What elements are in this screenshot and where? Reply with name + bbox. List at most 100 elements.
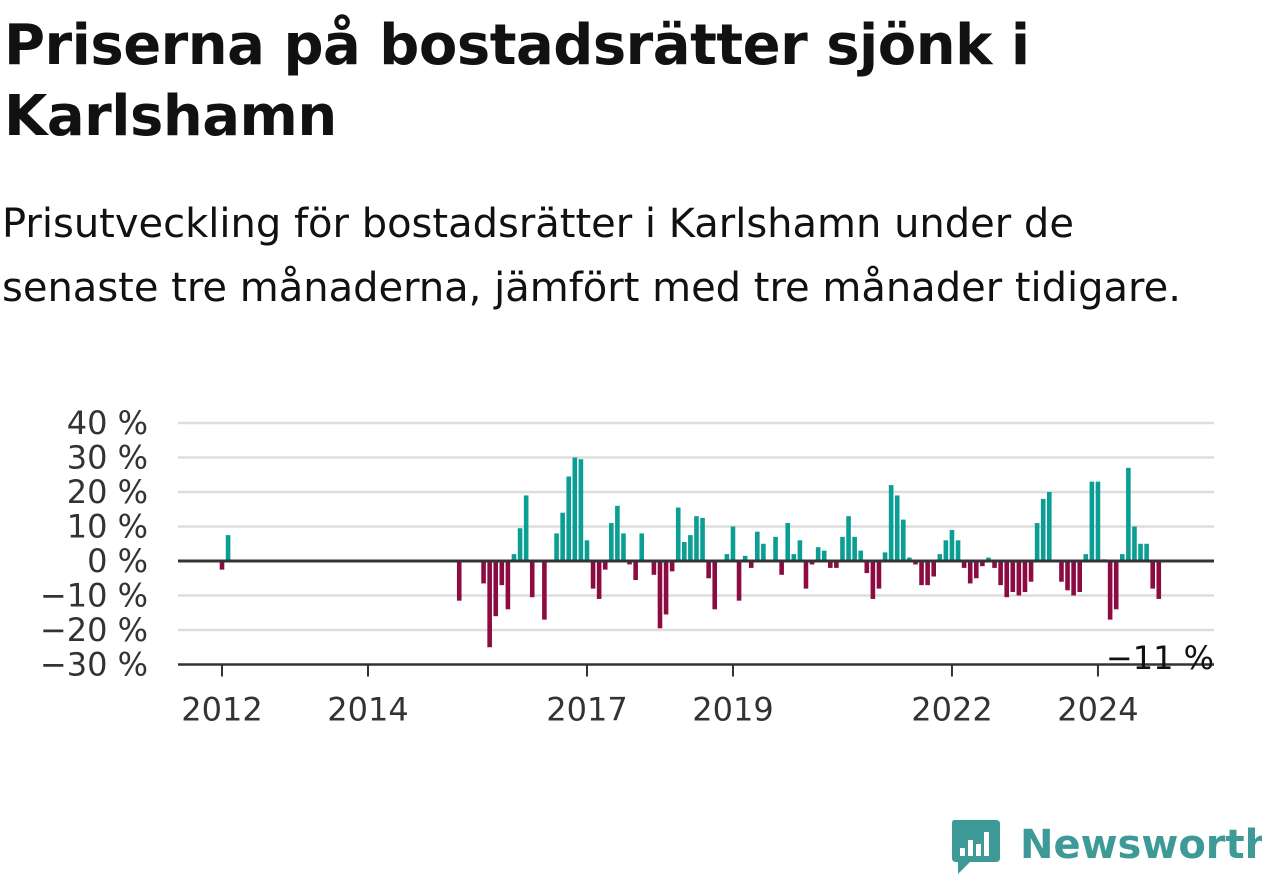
bar (1089, 481, 1095, 561)
bar (852, 536, 857, 561)
bar (505, 561, 511, 610)
bar (1034, 523, 1040, 561)
y-tick-label: 20 % (67, 473, 148, 511)
bar (742, 555, 748, 561)
x-tick-label: 2012 (181, 691, 262, 729)
bar (1119, 554, 1125, 561)
bar (736, 561, 742, 601)
bar (730, 526, 736, 561)
bar (931, 561, 937, 577)
bar (840, 536, 845, 561)
bar (815, 547, 821, 561)
bar (487, 561, 492, 648)
bar (846, 516, 851, 561)
bar (755, 531, 760, 561)
bar (493, 561, 499, 617)
bar (651, 561, 657, 575)
bar (925, 561, 930, 586)
bar (481, 561, 486, 584)
bar (828, 561, 833, 568)
bar (919, 561, 924, 586)
bar (517, 528, 523, 561)
bar (1144, 543, 1149, 561)
bar (499, 561, 505, 586)
bar (724, 554, 730, 561)
x-tick-label: 2017 (546, 691, 627, 729)
bar (578, 459, 584, 561)
bar (937, 554, 943, 561)
bar (973, 561, 979, 579)
bar (797, 540, 803, 561)
bar (894, 495, 900, 561)
bar (943, 540, 949, 561)
bar (669, 561, 675, 572)
bar (1071, 561, 1076, 596)
bar (566, 476, 572, 561)
bar (675, 507, 681, 561)
y-tick-label: 0 % (87, 542, 148, 580)
x-tick-label: 2014 (327, 691, 408, 729)
bar (621, 533, 626, 561)
bar (694, 516, 699, 561)
bar (596, 561, 602, 599)
bar (1132, 526, 1137, 561)
bar (609, 523, 614, 561)
bar (572, 457, 578, 561)
bar (967, 561, 973, 584)
annotations: −11 % (1106, 639, 1214, 677)
bar (1028, 561, 1034, 582)
bar (949, 529, 955, 561)
bar (627, 561, 632, 565)
y-axis-tick-labels: 40 %30 %20 %10 %0 %−10 %−20 %−30 % (40, 404, 148, 684)
bar (1150, 561, 1155, 589)
bar (1046, 492, 1052, 561)
bar (456, 561, 462, 601)
newsworthy-logo-icon (952, 820, 1000, 874)
bar (876, 561, 882, 589)
bar (803, 561, 809, 589)
bar (554, 533, 559, 561)
bar (998, 561, 1003, 586)
bar (511, 554, 517, 561)
gridlines (178, 421, 1214, 632)
bar (870, 561, 876, 599)
x-axis: 2012 2014 2017 2019 2022 2024 (178, 663, 1214, 729)
bar (1095, 481, 1101, 561)
bar (706, 561, 711, 579)
y-tick-label: −30 % (40, 646, 148, 684)
bar (961, 561, 967, 568)
bar (700, 517, 705, 561)
last-value-label: −11 % (1106, 639, 1214, 677)
bar (992, 561, 997, 568)
bar (1010, 561, 1016, 593)
bar (1107, 561, 1113, 620)
brand-name: Newsworthy (1020, 822, 1262, 868)
bar (712, 561, 718, 610)
bar (633, 561, 638, 580)
bar (888, 485, 894, 561)
bar (1126, 467, 1131, 561)
bar (1004, 561, 1010, 598)
bar (907, 557, 912, 561)
bar (663, 561, 669, 615)
bar (821, 550, 827, 561)
bar (657, 561, 663, 629)
newsworthy-logo[interactable]: Newsworthy (950, 818, 1262, 878)
bar (1022, 561, 1028, 593)
bar (1040, 498, 1046, 561)
bar (1083, 554, 1089, 561)
x-tick-label: 2022 (911, 691, 992, 729)
x-tick-label: 2019 (692, 691, 773, 729)
bar (584, 540, 590, 561)
bar (791, 554, 797, 561)
y-tick-label: −20 % (40, 611, 148, 649)
bar (602, 561, 608, 570)
bar (1138, 543, 1143, 561)
bar (542, 561, 547, 620)
bar (864, 561, 870, 574)
bar (858, 550, 864, 561)
bar (560, 512, 565, 561)
bar (225, 535, 231, 561)
bar (1016, 561, 1022, 596)
bar-chart: 40 %30 %20 %10 %0 %−10 %−20 %−30 % 2012 2… (40, 404, 1214, 729)
